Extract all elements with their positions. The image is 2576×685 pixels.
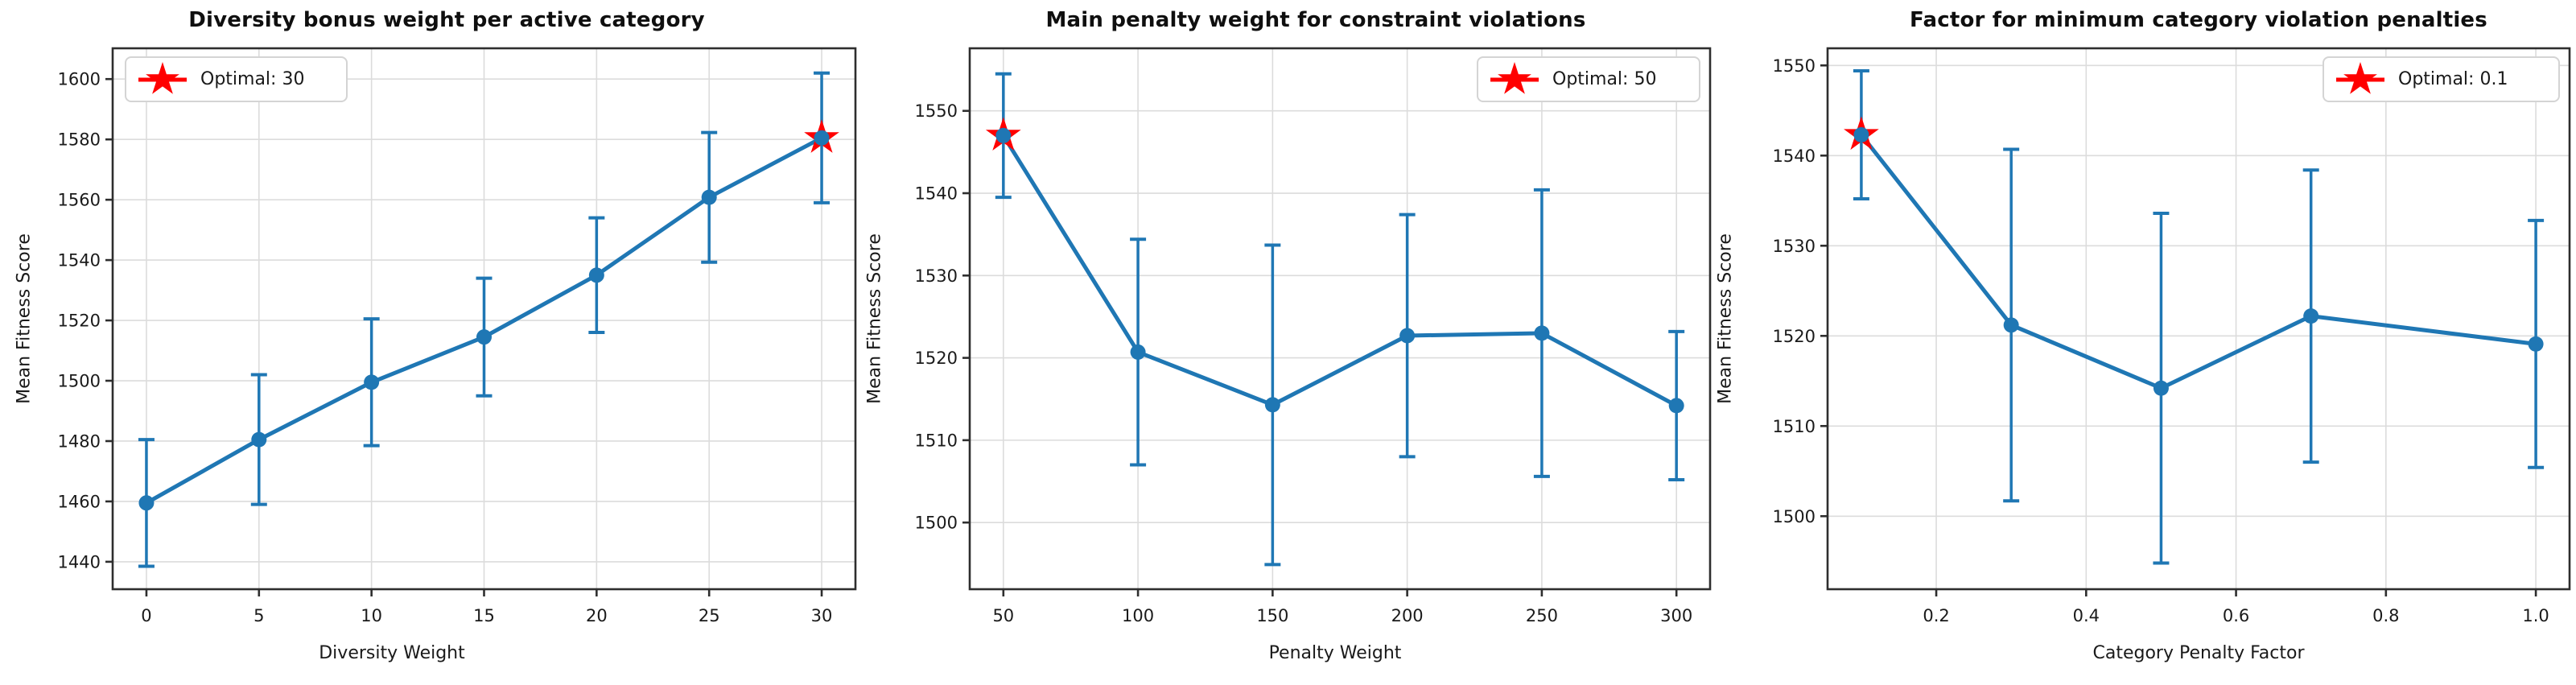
y-tick-label: 1520: [1773, 327, 1816, 346]
y-tick-label: 1500: [58, 372, 101, 391]
data-point-marker: [251, 431, 267, 448]
data-point-marker: [2303, 308, 2319, 324]
x-tick-label: 15: [473, 606, 495, 625]
data-points: [995, 127, 1684, 414]
x-tick-label: 0.6: [2223, 606, 2249, 625]
x-tick-label: 50: [992, 606, 1014, 625]
data-point-marker: [588, 267, 604, 283]
plot-canvas: 50 100 150 200 250 300 1500 1510 1520 1530 1540 155…: [915, 47, 1712, 625]
x-tick-label: 30: [811, 606, 833, 625]
y-tick-label: 1560: [58, 191, 101, 210]
y-tick-label: 1540: [58, 251, 101, 270]
y-tick-label: 1580: [58, 130, 101, 150]
x-tick-label: 0.2: [1923, 606, 1949, 625]
data-point-marker: [2528, 336, 2544, 352]
chart-title: Factor for minimum category violation pe…: [1910, 8, 2487, 32]
error-bars: [1853, 69, 2545, 565]
data-point-marker: [1853, 127, 1869, 143]
data-point-marker: [995, 127, 1012, 143]
x-tick-label: 0.4: [2073, 606, 2100, 625]
gridlines: [970, 48, 1710, 589]
x-tick-label: 0: [141, 606, 151, 625]
x-tick-label: 250: [1526, 606, 1558, 625]
plot-frame: [968, 47, 1712, 591]
x-tick-label: 10: [361, 606, 382, 625]
x-tick-label: 0.8: [2372, 606, 2399, 625]
axis-ticks: 0 5 10 15 20 25 301440146014801500152015401560…: [58, 70, 833, 625]
y-axis-label: Mean Fitness Score: [1717, 233, 1736, 404]
y-tick-label: 1550: [915, 101, 958, 121]
axis-ticks: 0.2 0.4 0.6 0.8 1.0 1500 1510 1520 1530 1540 1550: [1773, 56, 2549, 625]
y-tick-label: 1520: [58, 312, 101, 331]
y-axis-label: Mean Fitness Score: [14, 233, 35, 404]
y-tick-label: 1600: [58, 70, 101, 89]
legend-label: Optimal: 30: [200, 69, 305, 89]
plot-canvas: 0 5 10 15 20 25 301440146014801500152015401560…: [58, 47, 857, 625]
data-point-marker: [1534, 325, 1550, 341]
x-tick-label: 100: [1122, 606, 1154, 625]
y-tick-label: 1540: [915, 184, 958, 204]
plot-canvas: 0.2 0.4 0.6 0.8 1.0 1500 1510 1520 1530 1540 1550: [1773, 47, 2571, 625]
plot-frame: [1826, 47, 2571, 591]
chart-title: Diversity bonus weight per active catego…: [188, 8, 705, 32]
chart-diversity-weight: 0 5 10 15 20 25 30 1440 1460 1480 1500 1520 1540 1560…: [0, 0, 859, 685]
x-tick-label: 20: [586, 606, 608, 625]
data-points: [1853, 127, 2544, 396]
gridlines: [1828, 48, 2570, 589]
data-point-marker: [1130, 344, 1146, 360]
y-tick-label: 1530: [1773, 237, 1816, 256]
data-line: [1859, 133, 2538, 390]
chart-penalty-weight: 50 100 150 200 250 300 1500 1510 1520 1530 1540 155…: [859, 0, 1717, 685]
y-tick-label: 1460: [58, 492, 101, 511]
legend-star-glyph: [146, 61, 179, 94]
optimal-star-icon: [1490, 61, 1539, 94]
legend-label: Optimal: 50: [1552, 69, 1657, 89]
data-point-marker: [1399, 328, 1416, 344]
data-point-marker: [701, 189, 717, 205]
x-axis-label: Diversity Weight: [319, 643, 465, 663]
axis-ticks: 50 100 150 200 250 300 1500 1510 1520 1530 1540 155…: [915, 101, 1693, 625]
x-tick-label: 25: [699, 606, 720, 625]
data-point-marker: [2153, 380, 2169, 396]
x-tick-label: 300: [1660, 606, 1692, 625]
y-tick-label: 1500: [1773, 507, 1816, 526]
optimal-star-icon: [138, 61, 187, 94]
x-tick-label: 5: [253, 606, 264, 625]
y-tick-label: 1510: [1773, 417, 1816, 436]
data-point-marker: [138, 495, 155, 511]
legend: Optimal: 50: [1477, 56, 1700, 102]
x-tick-label: 1.0: [2522, 606, 2549, 625]
data-point-marker: [1668, 398, 1684, 414]
x-tick-label: 200: [1391, 606, 1424, 625]
legend-star-glyph: [1498, 61, 1531, 94]
legend-label: Optimal: 0.1: [2398, 69, 2508, 89]
x-tick-label: 150: [1256, 606, 1288, 625]
y-tick-label: 1510: [915, 431, 958, 450]
y-axis-label: Mean Fitness Score: [864, 233, 885, 404]
legend: Optimal: 30: [125, 56, 348, 102]
data-point-marker: [2003, 317, 2019, 333]
data-point-marker: [814, 130, 830, 146]
chart-title: Main penalty weight for constraint viola…: [1045, 8, 1586, 32]
y-tick-label: 1520: [915, 349, 958, 368]
y-tick-label: 1500: [915, 514, 958, 533]
y-tick-label: 1530: [915, 266, 958, 286]
data-point-marker: [476, 329, 492, 345]
error-bars: [995, 72, 1685, 567]
data-points: [138, 130, 830, 511]
y-tick-label: 1440: [58, 552, 101, 572]
y-tick-label: 1480: [58, 431, 101, 451]
y-tick-label: 1540: [1773, 146, 1816, 166]
legend: Optimal: 0.1: [2323, 56, 2560, 102]
legend-star-glyph: [2343, 61, 2377, 94]
chart-category-penalty-factor: 0.2 0.4 0.6 0.8 1.0 1500 1510 1520 1530 1540 1550 …: [1717, 0, 2576, 685]
optimal-star-icon: [2336, 61, 2384, 94]
y-tick-label: 1550: [1773, 56, 1816, 76]
x-axis-label: Category Penalty Factor: [2092, 643, 2305, 663]
data-point-marker: [1264, 397, 1280, 413]
x-axis-label: Penalty Weight: [1268, 643, 1402, 663]
data-line: [1001, 133, 1679, 408]
data-point-marker: [364, 374, 380, 390]
